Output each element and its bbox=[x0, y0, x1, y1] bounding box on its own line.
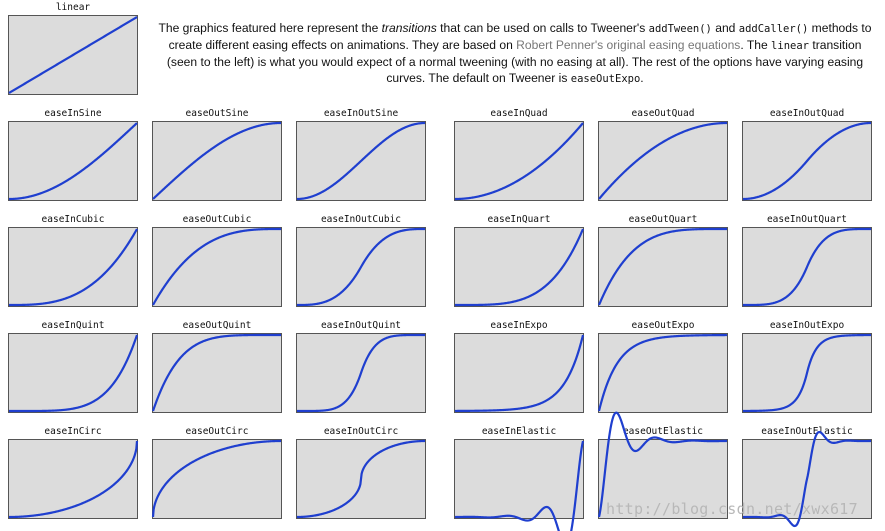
transition-label: easeOutCubic bbox=[182, 214, 252, 225]
transition-label: easeInOutElastic bbox=[761, 426, 853, 437]
description-text: The graphics featured here represent the… bbox=[155, 20, 875, 87]
curve-plot-box bbox=[454, 121, 584, 201]
curve-plot-box bbox=[152, 333, 282, 413]
transition-label: easeOutSine bbox=[185, 108, 249, 119]
transition-label: easeInQuint bbox=[41, 320, 105, 331]
transition-ease-in-expo: easeInExpo bbox=[454, 319, 584, 418]
transition-label: easeInExpo bbox=[490, 320, 548, 331]
curve-plot-box bbox=[152, 121, 282, 201]
curve-plot-box bbox=[598, 121, 728, 201]
transition-label: easeInOutCubic bbox=[320, 214, 402, 225]
transition-ease-in-out-circ: easeInOutCirc bbox=[296, 425, 426, 524]
transition-label: easeOutElastic bbox=[622, 426, 704, 437]
transition-ease-in-quint: easeInQuint bbox=[8, 319, 138, 418]
transition-label: easeInOutQuad bbox=[769, 108, 845, 119]
curve-plot-box bbox=[296, 227, 426, 307]
curve-plot-box bbox=[598, 227, 728, 307]
curve-plot-box bbox=[296, 121, 426, 201]
code-addcaller: addCaller() bbox=[738, 23, 809, 35]
desc-part: and bbox=[711, 21, 739, 35]
transition-label: easeInOutCirc bbox=[323, 426, 399, 437]
transition-ease-out-cubic: easeOutCubic bbox=[152, 213, 282, 312]
curve-plot-box bbox=[152, 439, 282, 519]
desc-part: . The bbox=[740, 38, 772, 52]
transition-ease-out-quint: easeOutQuint bbox=[152, 319, 282, 418]
code-addtween: addTween() bbox=[648, 23, 712, 35]
transition-ease-in-quad: easeInQuad bbox=[454, 107, 584, 206]
curve-plot-box bbox=[8, 15, 138, 95]
transition-label: easeOutQuart bbox=[628, 214, 698, 225]
transition-ease-in-out-sine: easeInOutSine bbox=[296, 107, 426, 206]
transition-ease-in-elastic: easeInElastic bbox=[454, 425, 584, 524]
transition-label: easeInOutSine bbox=[323, 108, 399, 119]
curve-plot-box bbox=[598, 333, 728, 413]
penner-equations-link[interactable]: Robert Penner's original easing equation… bbox=[516, 38, 741, 52]
curve-plot-box bbox=[296, 333, 426, 413]
transition-ease-in-out-quint: easeInOutQuint bbox=[296, 319, 426, 418]
curve-plot-box bbox=[296, 439, 426, 519]
curve-plot-box bbox=[8, 227, 138, 307]
desc-part: . bbox=[640, 71, 644, 85]
watermark: http://blog.csdn.net/xwx617 bbox=[606, 500, 858, 518]
transition-label: easeInSine bbox=[44, 108, 102, 119]
transition-label: easeInElastic bbox=[481, 426, 557, 437]
transition-ease-in-out-expo: easeInOutExpo bbox=[742, 319, 872, 418]
transition-label: easeOutExpo bbox=[631, 320, 695, 331]
desc-part: that can be used on calls to Tweener's bbox=[436, 21, 649, 35]
desc-em-transitions: transitions bbox=[381, 21, 437, 35]
curve-plot-box bbox=[742, 121, 872, 201]
transition-label: easeInOutExpo bbox=[769, 320, 845, 331]
transition-label: easeInQuart bbox=[487, 214, 551, 225]
transition-ease-in-out-cubic: easeInOutCubic bbox=[296, 213, 426, 312]
transition-ease-in-out-quart: easeInOutQuart bbox=[742, 213, 872, 312]
desc-part: transition (seen to the left) is what yo… bbox=[166, 38, 864, 85]
curve-plot-box bbox=[8, 333, 138, 413]
transition-ease-out-expo: easeOutExpo bbox=[598, 319, 728, 418]
transition-label: easeInCirc bbox=[44, 426, 102, 437]
curve-plot-box bbox=[454, 227, 584, 307]
transition-ease-out-quad: easeOutQuad bbox=[598, 107, 728, 206]
transition-ease-out-sine: easeOutSine bbox=[152, 107, 282, 206]
transition-label: easeOutQuint bbox=[182, 320, 252, 331]
transition-ease-in-circ: easeInCirc bbox=[8, 425, 138, 524]
code-linear: linear bbox=[771, 40, 809, 52]
curve-plot-box bbox=[8, 439, 138, 519]
transition-ease-out-circ: easeOutCirc bbox=[152, 425, 282, 524]
desc-part: The graphics featured here represent the bbox=[158, 21, 382, 35]
transition-label: easeInOutQuart bbox=[766, 214, 848, 225]
transition-label: linear bbox=[55, 2, 91, 13]
code-easeoutexpo: easeOutExpo bbox=[570, 73, 641, 85]
curve-plot-box bbox=[454, 333, 584, 413]
transition-label: easeInCubic bbox=[41, 214, 105, 225]
curve-plot-box bbox=[454, 439, 584, 519]
transition-linear: linear bbox=[8, 1, 138, 100]
desc-part: methods to create different easing effec… bbox=[168, 21, 872, 52]
curve-plot-box bbox=[8, 121, 138, 201]
transition-label: easeOutQuad bbox=[631, 108, 695, 119]
transition-ease-in-quart: easeInQuart bbox=[454, 213, 584, 312]
transition-ease-in-out-quad: easeInOutQuad bbox=[742, 107, 872, 206]
curve-plot-box bbox=[742, 333, 872, 413]
transition-ease-in-sine: easeInSine bbox=[8, 107, 138, 206]
transition-ease-out-quart: easeOutQuart bbox=[598, 213, 728, 312]
transition-ease-in-cubic: easeInCubic bbox=[8, 213, 138, 312]
curve-plot-box bbox=[742, 227, 872, 307]
transition-label: easeInQuad bbox=[490, 108, 548, 119]
transition-label: easeOutCirc bbox=[185, 426, 249, 437]
curve-plot-box bbox=[152, 227, 282, 307]
transition-label: easeInOutQuint bbox=[320, 320, 402, 331]
